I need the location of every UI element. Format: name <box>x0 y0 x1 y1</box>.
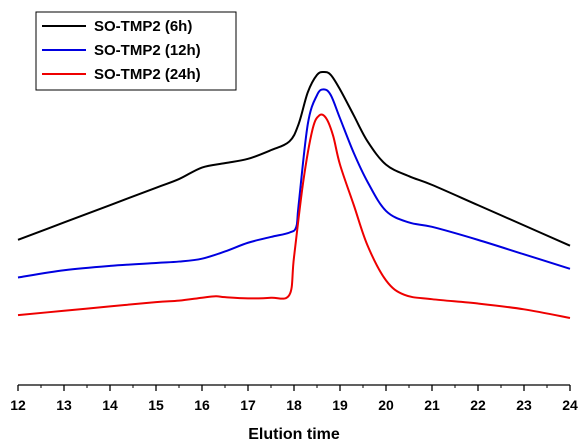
legend-label-1: SO-TMP2 (6h) <box>94 18 192 35</box>
x-tick-label: 24 <box>562 397 578 413</box>
x-axis-title: Elution time <box>248 426 340 441</box>
x-tick-label: 14 <box>102 397 118 413</box>
x-tick-label: 13 <box>56 397 72 413</box>
legend-label-3: SO-TMP2 (24h) <box>94 66 201 83</box>
x-tick-label: 19 <box>332 397 348 413</box>
legend: SO-TMP2 (6h) SO-TMP2 (12h) SO-TMP2 (24h) <box>35 11 237 91</box>
x-tick-label: 16 <box>194 397 210 413</box>
x-tick-label: 20 <box>378 397 394 413</box>
legend-label-2: SO-TMP2 (12h) <box>94 42 201 59</box>
x-tick-label: 15 <box>148 397 164 413</box>
x-ticks: 12 13 14 15 16 17 18 19 20 21 22 23 24 <box>10 385 578 413</box>
series-line-2 <box>17 88 571 279</box>
x-tick-label: 18 <box>286 397 302 413</box>
x-tick-label: 21 <box>424 397 440 413</box>
x-tick-label: 12 <box>10 397 26 413</box>
x-tick-label: 23 <box>516 397 532 413</box>
x-tick-label: 17 <box>240 397 256 413</box>
series-line-1 <box>17 70 571 247</box>
series-layer <box>17 70 571 319</box>
series-line-3 <box>17 113 571 319</box>
x-tick-label: 22 <box>470 397 486 413</box>
